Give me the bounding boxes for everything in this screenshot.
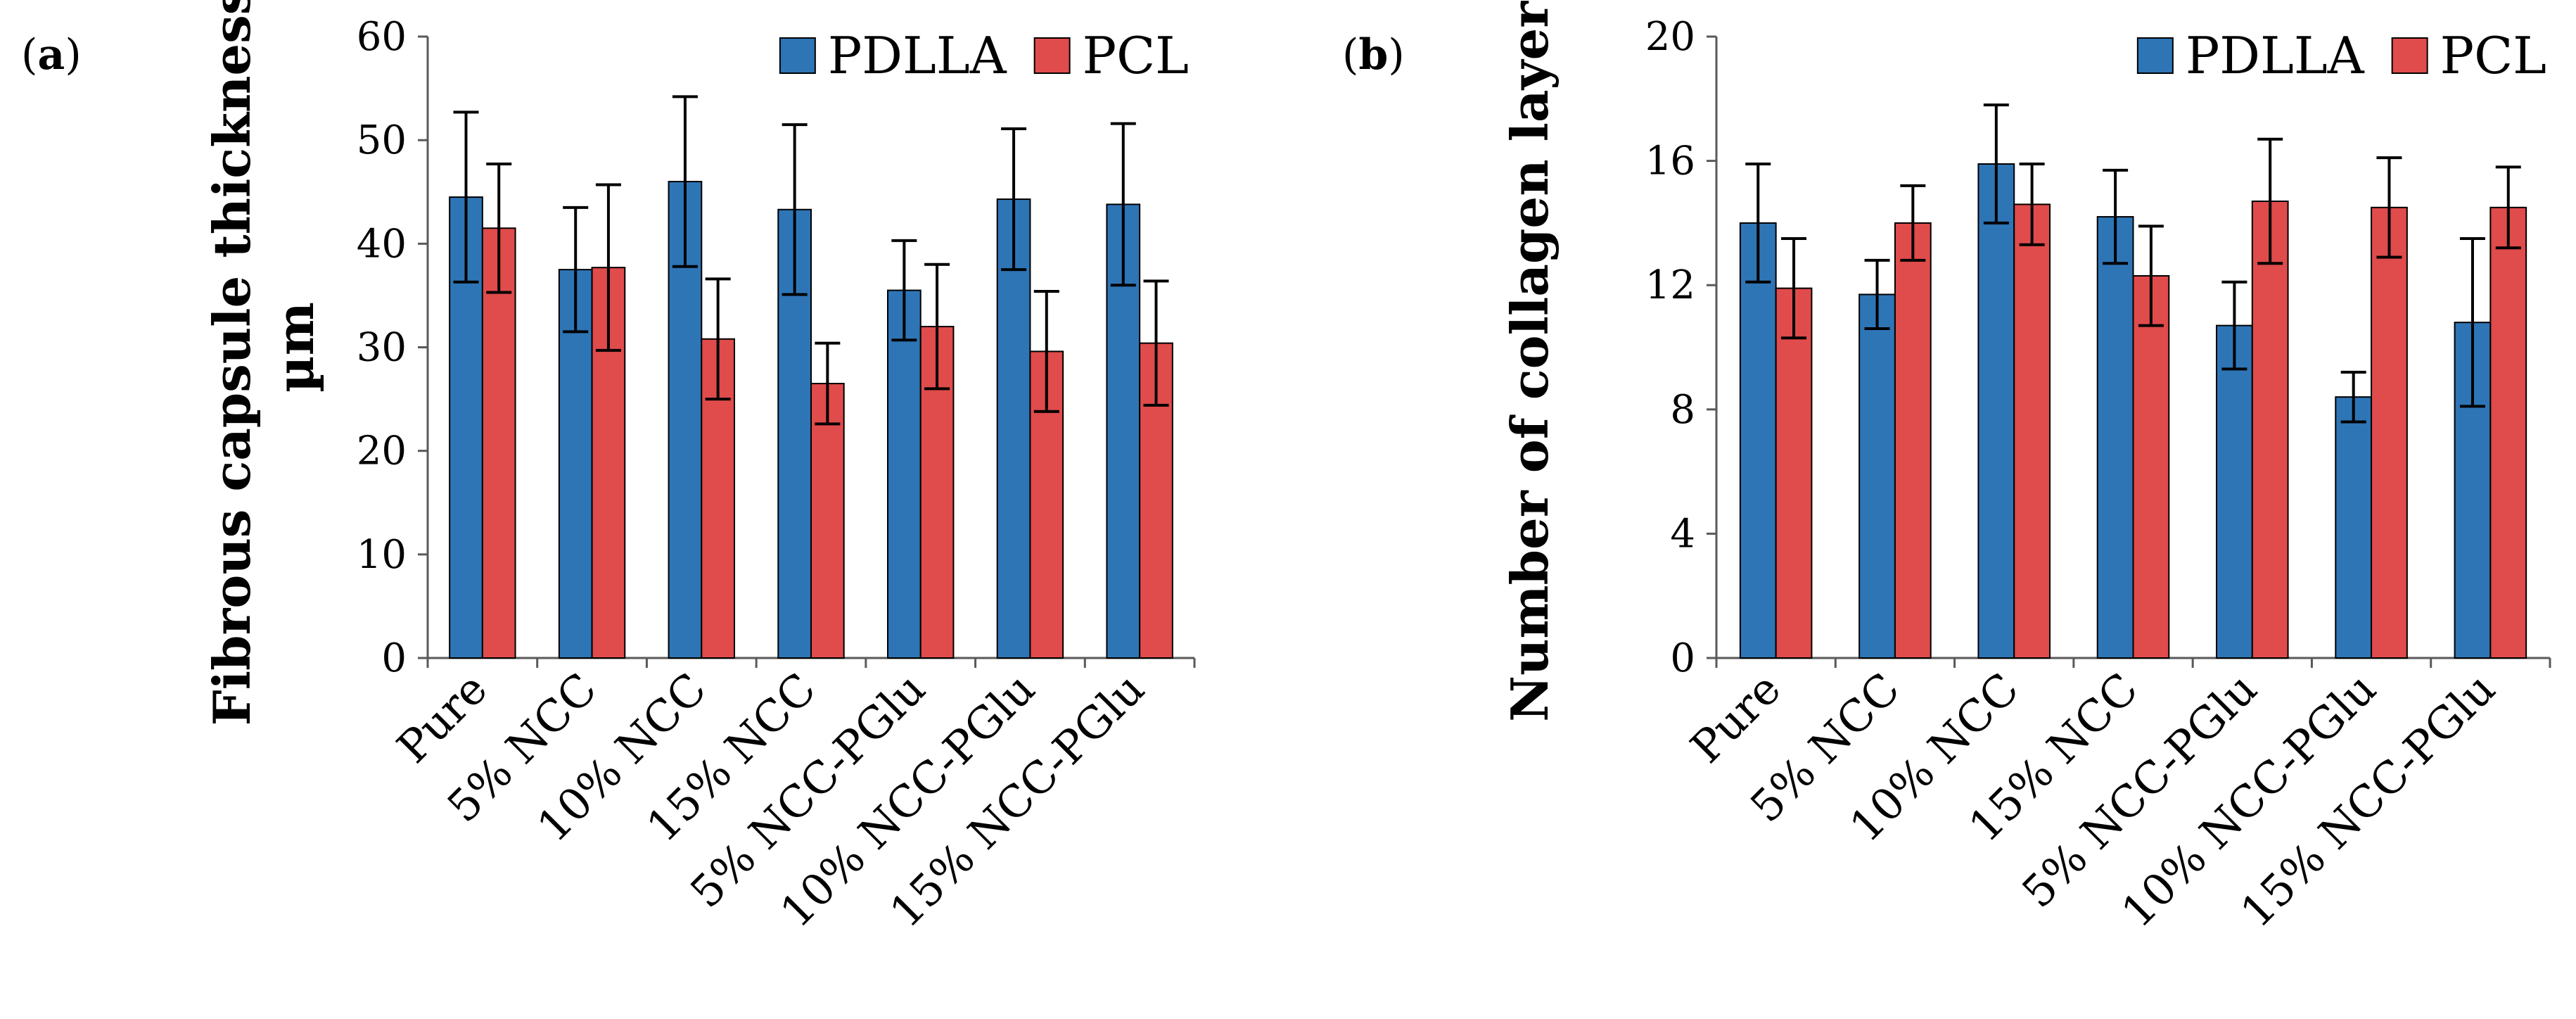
- legend-swatch-pcl: [2391, 37, 2428, 74]
- bar-pdlla-4: [887, 289, 922, 659]
- y-axis-title: Fibrous capsule thickness,: [202, 0, 262, 726]
- y-axis-title: µm: [265, 302, 325, 393]
- y-tick-label: 20: [357, 429, 407, 474]
- bar-pcl-6: [2489, 206, 2527, 659]
- legend-label-pcl: PCL: [2440, 26, 2546, 85]
- bar-pdlla-5: [2335, 396, 2373, 659]
- y-axis-title: Number of collagen layers: [1500, 0, 1560, 722]
- legend-swatch-pdlla: [2136, 37, 2174, 74]
- bar-pcl-5: [2371, 206, 2408, 659]
- legend-label-pdlla: PDLLA: [828, 26, 1007, 85]
- y-tick-label: 50: [357, 118, 407, 163]
- bar-pcl-0: [481, 227, 516, 659]
- y-tick-label: 20: [1645, 14, 1695, 60]
- bar-pcl-1: [1894, 222, 1932, 659]
- bar-pcl-3: [810, 383, 845, 659]
- y-tick-label: 30: [357, 325, 407, 371]
- legend-swatch-pcl: [1033, 37, 1071, 74]
- bar-pdlla-3: [2096, 216, 2134, 659]
- y-tick-label: 60: [357, 14, 407, 60]
- y-tick-label: 0: [1670, 635, 1695, 681]
- x-category-label: Pure: [1681, 663, 1790, 773]
- y-tick-label: 0: [381, 635, 407, 681]
- panel-label: (a): [21, 30, 82, 80]
- bar-pdlla-1: [1858, 293, 1896, 659]
- bar-pdlla-5: [996, 198, 1031, 659]
- y-tick-label: 40: [357, 221, 407, 267]
- legend-label-pdlla: PDLLA: [2186, 26, 2365, 85]
- bar-pcl-3: [2132, 274, 2170, 659]
- y-tick-label: 10: [357, 532, 407, 578]
- bar-pdlla-1: [558, 269, 593, 659]
- bar-pdlla-2: [1977, 163, 2015, 659]
- y-tick-label: 12: [1645, 262, 1695, 308]
- bar-pcl-0: [1775, 287, 1813, 659]
- bar-pdlla-4: [2216, 324, 2253, 659]
- y-tick-label: 16: [1645, 139, 1695, 184]
- legend-swatch-pdlla: [779, 37, 816, 74]
- panel-label: (b): [1342, 30, 1405, 80]
- y-tick-label: 4: [1670, 511, 1695, 557]
- bar-pcl-4: [2251, 200, 2289, 659]
- bar-pcl-2: [2013, 203, 2051, 659]
- legend-label-pcl: PCL: [1083, 26, 1189, 85]
- y-tick-label: 8: [1670, 387, 1695, 433]
- bar-pdlla-0: [1739, 222, 1777, 659]
